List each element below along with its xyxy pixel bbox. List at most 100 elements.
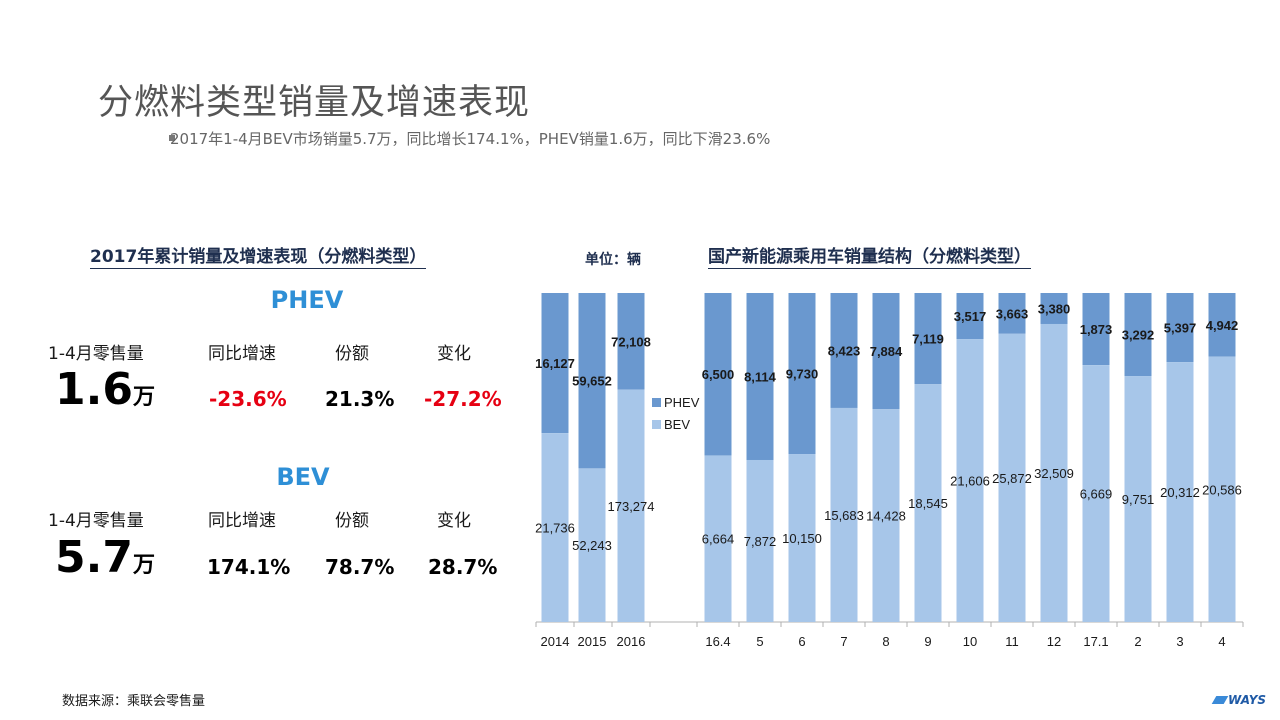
phev-growth-value: -23.6% <box>209 387 287 411</box>
bar-bev <box>1082 365 1110 622</box>
bar-phev <box>872 293 900 410</box>
bar-phev <box>1208 293 1236 357</box>
data-label-bev: 14,428 <box>866 509 906 524</box>
data-label-phev: 16,127 <box>535 356 575 371</box>
data-label-bev: 9,751 <box>1122 492 1155 507</box>
x-tick-label: 9 <box>924 634 931 649</box>
bar-phev <box>1040 293 1068 324</box>
bar-bev <box>1040 323 1068 622</box>
bar-phev <box>541 293 569 434</box>
data-label-bev: 7,872 <box>744 534 777 549</box>
data-source: 数据来源：乘联会零售量 <box>62 694 206 709</box>
bar-phev <box>998 293 1026 334</box>
bev-volume-label: 1-4月零售量 <box>48 511 144 531</box>
x-tick-label: 2 <box>1134 634 1141 649</box>
phev-change-label: 变化 <box>437 344 471 364</box>
left-panel-title: 2017年累计销量及增速表现（分燃料类型） <box>90 242 427 269</box>
bev-change-value: 28.7% <box>428 555 498 579</box>
bar-phev <box>1082 293 1110 366</box>
bar-phev <box>830 293 858 408</box>
bev-share-value: 78.7% <box>325 555 395 579</box>
phev-share-value: 21.3% <box>325 387 395 411</box>
data-label-phev: 8,423 <box>828 343 861 358</box>
data-label-bev: 173,274 <box>608 499 655 514</box>
bev-growth-value: 174.1% <box>207 555 291 579</box>
bev-change-label: 变化 <box>437 511 471 531</box>
x-tick-label: 17.1 <box>1083 634 1108 649</box>
x-tick-label: 16.4 <box>705 634 730 649</box>
data-label-bev: 20,586 <box>1202 482 1242 497</box>
data-label-bev: 25,872 <box>992 471 1032 486</box>
x-tick-label: 7 <box>840 634 847 649</box>
x-tick-label: 2015 <box>578 634 607 649</box>
bev-growth-label: 同比增速 <box>208 511 276 531</box>
data-label-phev: 5,397 <box>1164 321 1197 336</box>
phev-growth-label: 同比增速 <box>208 344 276 364</box>
ways-logo: WAYS <box>1211 693 1266 707</box>
data-label-bev: 6,669 <box>1080 487 1113 502</box>
phev-volume-unit: 万 <box>132 385 155 410</box>
bev-share-label: 份额 <box>335 511 369 531</box>
phev-heading: PHEV <box>270 286 344 314</box>
data-label-phev: 1,873 <box>1080 322 1113 337</box>
data-label-bev: 21,606 <box>950 474 990 489</box>
bar-phev <box>1166 293 1194 363</box>
data-label-phev: 59,652 <box>572 374 612 389</box>
logo-swoosh-icon <box>1211 696 1229 704</box>
bar-phev <box>578 293 606 469</box>
bar-bev <box>1124 376 1152 622</box>
data-label-phev: 72,108 <box>611 334 651 349</box>
x-tick-label: 8 <box>882 634 889 649</box>
bullet-marker <box>169 135 175 141</box>
data-label-bev: 10,150 <box>782 531 822 546</box>
data-label-bev: 21,736 <box>535 521 575 536</box>
unit-label: 单位：辆 <box>585 252 641 268</box>
bar-phev <box>788 293 816 455</box>
bar-bev <box>830 407 858 622</box>
bar-bev <box>746 459 774 622</box>
legend-swatch-bev <box>652 420 661 429</box>
data-label-bev: 20,312 <box>1160 485 1200 500</box>
x-tick-label: 10 <box>963 634 977 649</box>
phev-volume-label: 1-4月零售量 <box>48 344 144 364</box>
data-label-phev: 8,114 <box>744 369 777 384</box>
data-label-phev: 3,517 <box>954 309 987 324</box>
bev-volume-value: 5.7 <box>55 532 133 583</box>
data-label-phev: 9,730 <box>786 367 819 382</box>
bev-heading: BEV <box>276 463 330 491</box>
bar-bev <box>998 333 1026 622</box>
bar-phev <box>617 293 645 390</box>
bar-phev <box>956 293 984 340</box>
bar-bev <box>617 389 645 622</box>
bar-phev <box>746 293 774 460</box>
data-label-bev: 32,509 <box>1034 466 1074 481</box>
bar-phev <box>914 293 942 385</box>
x-tick-label: 12 <box>1047 634 1061 649</box>
x-tick-label: 4 <box>1218 634 1225 649</box>
data-label-phev: 3,380 <box>1038 301 1071 316</box>
bar-bev <box>578 468 606 622</box>
data-label-phev: 4,942 <box>1206 318 1239 333</box>
data-label-phev: 3,292 <box>1122 328 1155 343</box>
x-tick-label: 5 <box>756 634 763 649</box>
x-tick-label: 3 <box>1176 634 1183 649</box>
x-tick-label: 2016 <box>617 634 646 649</box>
data-label-bev: 6,664 <box>702 532 735 547</box>
data-label-phev: 6,500 <box>702 367 735 382</box>
bar-bev <box>704 455 732 622</box>
bev-volume-unit: 万 <box>132 553 155 578</box>
bar-bev <box>914 384 942 622</box>
bar-bev <box>788 454 816 622</box>
legend-label-phev: PHEV <box>664 395 700 410</box>
bev-volume: 5.7万 <box>55 532 155 583</box>
x-tick-label: 2014 <box>541 634 570 649</box>
summary-bullet: 2017年1-4月BEV市场销量5.7万，同比增长174.1%，PHEV销量1.… <box>170 130 771 148</box>
chart-title: 国产新能源乘用车销量结构（分燃料类型） <box>708 242 1031 269</box>
phev-volume-value: 1.6 <box>55 364 133 415</box>
phev-change-value: -27.2% <box>424 387 502 411</box>
bar-phev <box>704 293 732 456</box>
data-label-phev: 3,663 <box>996 306 1029 321</box>
bar-bev <box>956 339 984 622</box>
data-label-bev: 15,683 <box>824 508 864 523</box>
